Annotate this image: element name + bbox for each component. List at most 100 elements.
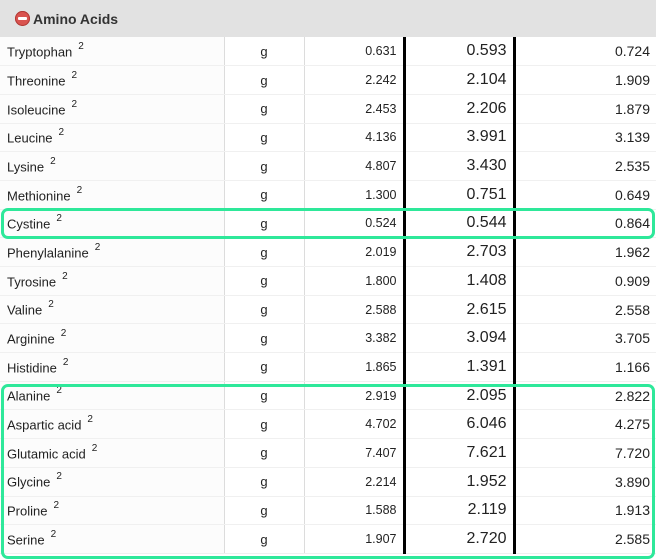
- footnote-ref[interactable]: 2: [62, 356, 69, 368]
- footnote-ref[interactable]: 2: [94, 241, 101, 253]
- table-row: Tyrosine 2 g 1.800 1.408 0.909: [0, 266, 656, 296]
- value-cell-3: 0.864: [514, 209, 656, 239]
- footnote-ref[interactable]: 2: [56, 213, 62, 225]
- table-row: Phenylalanine 2 g 2.019 2.703 1.962: [0, 237, 656, 267]
- value-cell-3: 1.879: [514, 94, 656, 124]
- unit-cell: g: [224, 467, 305, 497]
- unit-cell: g: [224, 381, 305, 411]
- value-cell-2: 2.095: [402, 381, 516, 411]
- nutrient-name: Serine 2: [0, 524, 225, 554]
- value-cell-2: 2.720: [402, 524, 516, 554]
- footnote-ref[interactable]: 2: [87, 414, 93, 426]
- value-cell-3: 0.724: [514, 37, 656, 67]
- table-row: Lysine 2 g 4.807 3.430 2.535: [0, 151, 656, 181]
- unit-cell: g: [224, 151, 305, 181]
- value-cell-1: 2.019: [304, 237, 405, 267]
- nutrient-label: Glutamic acid: [7, 446, 86, 462]
- unit-cell: g: [224, 524, 305, 554]
- unit-cell: g: [224, 123, 305, 153]
- nutrient-label: Tryptophan: [7, 44, 73, 60]
- nutrient-name: Lysine 2: [0, 151, 225, 181]
- nutrient-label: Leucine: [7, 130, 53, 146]
- nutrient-name: Leucine 2: [0, 123, 225, 153]
- footnote-ref[interactable]: 2: [53, 500, 60, 512]
- value-cell-2: 3.094: [402, 323, 516, 354]
- table-row: Leucine 2 g 4.136 3.991 3.139: [0, 123, 656, 153]
- footnote-ref[interactable]: 2: [71, 98, 78, 110]
- nutrient-label: Glycine: [7, 474, 51, 490]
- nutrient-label: Alanine: [7, 388, 51, 404]
- footnote-ref[interactable]: 2: [56, 385, 62, 397]
- unit-cell: g: [224, 323, 305, 354]
- table-row: Methionine 2 g 1.300 0.751 0.649: [0, 180, 656, 210]
- table-row: Tryptophan 2 g 0.631 0.593 0.724: [0, 37, 656, 67]
- nutrient-name: Glycine 2: [0, 467, 225, 497]
- footnote-ref[interactable]: 2: [62, 270, 68, 282]
- table-row: Alanine 2 g 2.919 2.095 2.822: [0, 381, 656, 411]
- nutrient-name: Tryptophan 2: [0, 37, 225, 67]
- nutrient-label: Valine: [7, 302, 43, 318]
- nutrient-label: Isoleucine: [7, 101, 66, 117]
- footnote-ref[interactable]: 2: [71, 69, 78, 81]
- collapse-minus-icon[interactable]: [15, 11, 30, 26]
- nutrient-name: Histidine 2: [0, 352, 225, 382]
- footnote-ref[interactable]: 2: [60, 328, 67, 340]
- footnote-ref[interactable]: 2: [78, 40, 84, 52]
- value-cell-2: 1.391: [402, 352, 516, 382]
- value-cell-1: 4.702: [304, 409, 405, 440]
- value-cell-2: 1.952: [402, 467, 516, 497]
- table-row: Histidine 2 g 1.865 1.391 1.166: [0, 352, 656, 382]
- unit-cell: g: [224, 94, 305, 124]
- value-cell-1: 1.907: [304, 524, 405, 554]
- table-row: Glutamic acid 2 g 7.407 7.621 7.720: [0, 438, 656, 468]
- table-row: Arginine 2 g 3.382 3.094 3.705: [0, 323, 656, 354]
- value-cell-3: 1.909: [514, 65, 656, 95]
- nutrient-label: Phenylalanine: [7, 245, 89, 261]
- nutrient-name: Valine 2: [0, 295, 225, 325]
- section-title: Amino Acids: [33, 10, 119, 27]
- value-cell-1: 2.588: [304, 295, 405, 325]
- nutrient-name: Phenylalanine 2: [0, 237, 225, 267]
- value-cell-3: 2.585: [514, 524, 656, 554]
- nutrient-name: Threonine 2: [0, 65, 225, 95]
- nutrient-name: Aspartic acid 2: [0, 409, 225, 440]
- table-row: Serine 2 g 1.907 2.720 2.585: [0, 524, 656, 554]
- value-cell-3: 7.720: [514, 438, 656, 468]
- footnote-ref[interactable]: 2: [48, 299, 54, 311]
- value-cell-2: 0.544: [402, 209, 516, 239]
- value-cell-2: 2.615: [402, 295, 516, 325]
- value-cell-2: 2.119: [402, 496, 516, 526]
- footnote-ref[interactable]: 2: [58, 127, 65, 139]
- footnote-ref[interactable]: 2: [50, 528, 57, 540]
- table-row: Proline 2 g 1.588 2.119 1.913: [0, 496, 656, 526]
- nutrient-label: Serine: [7, 532, 45, 548]
- footnote-ref[interactable]: 2: [76, 184, 83, 196]
- unit-cell: g: [224, 438, 305, 468]
- value-cell-2: 2.206: [402, 94, 516, 124]
- value-cell-1: 4.807: [304, 151, 405, 181]
- value-cell-1: 1.588: [304, 496, 405, 526]
- nutrient-label: Arginine: [7, 331, 55, 347]
- value-cell-2: 3.430: [402, 151, 516, 181]
- nutrient-label: Threonine: [7, 73, 66, 89]
- nutrient-label: Tyrosine: [7, 274, 57, 289]
- footnote-ref[interactable]: 2: [50, 155, 56, 167]
- unit-cell: g: [224, 496, 305, 526]
- value-cell-1: 1.300: [304, 180, 405, 210]
- value-cell-1: 2.919: [304, 381, 405, 411]
- table-row: Cystine 2 g 0.524 0.544 0.864: [0, 209, 656, 239]
- footnote-ref[interactable]: 2: [91, 442, 98, 454]
- nutrient-name: Arginine 2: [0, 323, 225, 354]
- value-cell-1: 3.382: [304, 323, 405, 354]
- value-cell-2: 0.593: [402, 37, 516, 67]
- value-cell-1: 1.865: [304, 352, 405, 382]
- nutrient-name: Isoleucine 2: [0, 94, 225, 124]
- section-header[interactable]: Amino Acids: [0, 0, 656, 37]
- nutrient-label: Proline: [7, 503, 48, 519]
- table-row: Valine 2 g 2.588 2.615 2.558: [0, 295, 656, 325]
- value-cell-3: 3.139: [514, 123, 656, 153]
- footnote-ref[interactable]: 2: [56, 471, 62, 483]
- value-cell-3: 0.909: [514, 266, 656, 296]
- unit-cell: g: [224, 266, 305, 296]
